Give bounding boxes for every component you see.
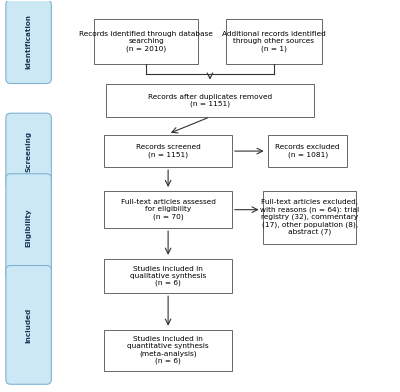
Text: Identification: Identification <box>26 14 32 69</box>
FancyBboxPatch shape <box>104 135 232 167</box>
Text: Studies included in
qualitative synthesis
(n = 6): Studies included in qualitative synthesi… <box>130 266 206 286</box>
FancyBboxPatch shape <box>268 135 348 167</box>
FancyBboxPatch shape <box>6 174 51 281</box>
Text: Full-text articles excluded,
with reasons (n = 64): trial
registry (32), comment: Full-text articles excluded, with reason… <box>260 200 359 236</box>
FancyBboxPatch shape <box>263 191 356 244</box>
Text: Full-text articles assessed
for eligibility
(n = 70): Full-text articles assessed for eligibil… <box>121 200 216 220</box>
FancyBboxPatch shape <box>6 113 51 189</box>
Text: Records screened
(n = 1151): Records screened (n = 1151) <box>136 144 200 158</box>
Text: Studies included in
quantitative synthesis
(meta-analysis)
(n = 6): Studies included in quantitative synthes… <box>127 336 209 364</box>
FancyBboxPatch shape <box>104 259 232 293</box>
Text: Records excluded
(n = 1081): Records excluded (n = 1081) <box>275 144 340 158</box>
FancyBboxPatch shape <box>106 84 314 117</box>
FancyBboxPatch shape <box>104 191 232 228</box>
FancyBboxPatch shape <box>226 19 322 64</box>
Text: Additional records identified
through other sources
(n = 1): Additional records identified through ot… <box>222 31 326 52</box>
FancyBboxPatch shape <box>104 330 232 371</box>
FancyBboxPatch shape <box>6 0 51 83</box>
Text: Records identified through database
searching
(n = 2010): Records identified through database sear… <box>79 31 213 52</box>
FancyBboxPatch shape <box>6 265 51 384</box>
Text: Screening: Screening <box>26 131 32 172</box>
Text: Eligibility: Eligibility <box>26 208 32 247</box>
Text: Included: Included <box>26 307 32 343</box>
Text: Records after duplicates removed
(n = 1151): Records after duplicates removed (n = 11… <box>148 94 272 107</box>
FancyBboxPatch shape <box>94 19 198 64</box>
